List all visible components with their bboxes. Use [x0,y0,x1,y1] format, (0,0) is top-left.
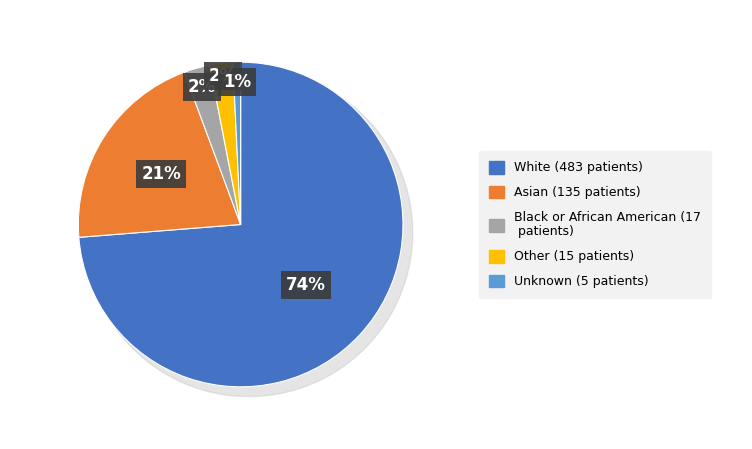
Circle shape [85,69,413,396]
Text: 2%: 2% [208,67,237,85]
Text: 74%: 74% [287,276,326,294]
Wedge shape [79,62,403,387]
Text: 2%: 2% [188,78,216,96]
Wedge shape [233,62,241,224]
Legend: White (483 patients), Asian (135 patients), Black or African American (17
 patie: White (483 patients), Asian (135 patient… [479,151,711,298]
Wedge shape [78,72,241,238]
Wedge shape [184,65,241,224]
Text: 1%: 1% [223,73,251,91]
Wedge shape [210,62,241,224]
Text: 21%: 21% [141,165,181,183]
